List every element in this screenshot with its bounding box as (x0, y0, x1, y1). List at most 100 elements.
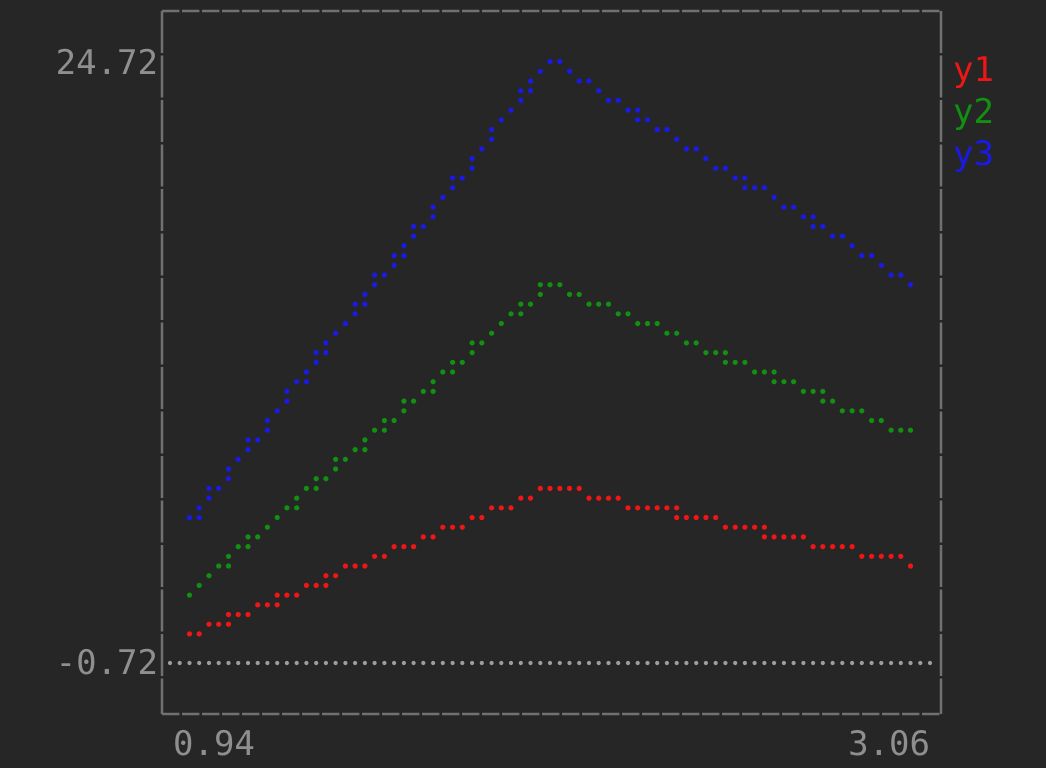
baseline-dot (918, 660, 923, 666)
series-y1-dot (235, 611, 241, 618)
series-y3-dot (391, 262, 397, 268)
series-y3-dot (352, 311, 358, 317)
series-y3-dot (849, 243, 855, 249)
series-y2-dot (800, 388, 807, 394)
baseline-dot (547, 660, 553, 666)
series-y2-dot (313, 485, 319, 491)
series-y3-dot (576, 78, 582, 84)
series-y1-dot (800, 534, 807, 540)
baseline-dot (226, 660, 231, 666)
baseline-dot (655, 660, 660, 666)
series-y2-dot (742, 359, 748, 365)
series-y2-dot (518, 301, 524, 307)
series-y3-dot (781, 204, 787, 210)
series-y1-dot (644, 505, 651, 511)
x-axis-min-label: 0.94 (173, 724, 255, 764)
baseline-dot (840, 660, 845, 666)
series-y3-dot (742, 175, 748, 181)
series-y3-dot (225, 476, 232, 482)
series-y2-dot (333, 466, 339, 472)
series-y1-dot (576, 485, 582, 491)
series-y3-dot (196, 505, 202, 511)
baseline-dot (703, 660, 709, 666)
series-y3-dot (420, 223, 426, 230)
series-y2-dot (294, 505, 300, 511)
series-y1-dot (459, 524, 465, 530)
series-y1-dot (450, 524, 456, 530)
series-y3-dot (225, 466, 232, 472)
series-y3-dot (605, 97, 612, 103)
series-y2-dot (225, 553, 232, 559)
series-y2-dot (898, 427, 904, 433)
series-y3-dot (820, 223, 826, 230)
series-y2-dot (596, 301, 602, 307)
baseline-dot (577, 660, 582, 666)
series-y2-dot (323, 476, 329, 482)
series-y3-dot (907, 282, 914, 288)
series-y3-dot (206, 495, 212, 501)
series-y1-dot (878, 553, 884, 559)
series-y3-dot (810, 214, 816, 220)
baseline-dot (275, 660, 280, 666)
series-y3-dot (683, 146, 690, 152)
series-y1-dot (420, 534, 426, 540)
baseline-dot (801, 660, 806, 666)
series-y3-dot (362, 301, 368, 307)
series-y2-dot (869, 417, 875, 424)
baseline-dot (411, 660, 416, 666)
series-y1-dot (566, 485, 573, 491)
series-y1-dot (722, 524, 729, 530)
series-y3-dot (245, 437, 251, 443)
series-y3-dot (644, 117, 651, 123)
series-y2-dot (537, 291, 543, 297)
series-y2-dot (761, 369, 768, 375)
series-y3-dot (664, 126, 670, 133)
series-y2-dot (537, 282, 543, 288)
series-y3-dot (566, 68, 573, 74)
baseline-dot (304, 660, 309, 666)
series-y3-dot (391, 253, 397, 259)
series-y1-dot (303, 582, 309, 589)
series-y2-dot (752, 369, 758, 375)
series-y1-dot (761, 534, 768, 540)
series-y1-dot (323, 582, 329, 589)
series-y2-dot (255, 534, 261, 540)
legend-item-y3: y3 (953, 134, 994, 174)
series-y3-dot (313, 359, 319, 365)
baseline-dot (177, 660, 182, 666)
series-y3-dot (255, 437, 261, 443)
series-y3-dot (810, 223, 816, 230)
series-y3-dot (264, 417, 270, 424)
series-y2-dot (635, 320, 641, 327)
series-y2-dot (294, 495, 300, 501)
baseline-dot (470, 660, 475, 666)
baseline-dot (431, 660, 436, 666)
series-y2-dot (508, 311, 514, 317)
series-y2-dot (781, 379, 787, 385)
baseline-dot (616, 660, 621, 666)
series-y1-dot (791, 534, 797, 540)
series-y3-dot (703, 156, 709, 162)
series-y3-dot (450, 175, 456, 181)
series-y2-dot (586, 301, 592, 307)
baseline-dot (811, 660, 816, 666)
series-y3-dot (216, 485, 222, 491)
series-y1-dot (683, 514, 690, 521)
series-y1-dot (605, 495, 612, 501)
baseline-dot (762, 660, 767, 666)
series-y1-dot (713, 514, 719, 521)
baseline-dot (333, 660, 338, 666)
series-y2-dot (401, 398, 407, 404)
series-y3-dot (615, 97, 621, 103)
series-y2-dot (703, 350, 709, 356)
series-y3-dot (800, 214, 807, 220)
series-y1-dot (294, 592, 300, 598)
series-y1-dot (284, 592, 290, 598)
series-y3-dot (430, 204, 436, 210)
series-y3-dot (274, 408, 280, 414)
baseline-dot (713, 660, 718, 666)
baseline-dot (323, 660, 328, 666)
series-y3-dot (186, 514, 193, 521)
baseline-dot (528, 660, 533, 666)
series-y3-dot (869, 253, 875, 259)
